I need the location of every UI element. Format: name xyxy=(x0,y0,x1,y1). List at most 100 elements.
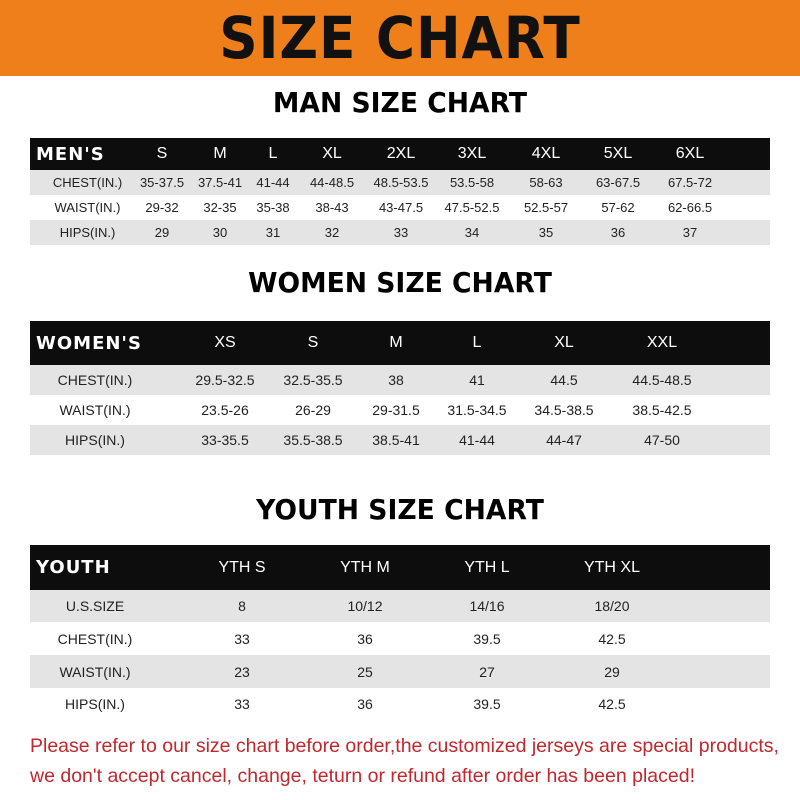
table-cell: 37.5-41 xyxy=(197,175,243,190)
table-cell: 36 xyxy=(610,225,626,240)
header-label: WOMEN'S xyxy=(36,332,142,354)
row-label: WAIST(IN.) xyxy=(54,200,121,215)
size-column-header: L xyxy=(472,334,482,351)
table-cell: 35 xyxy=(538,225,554,240)
table-cell: 32 xyxy=(324,225,340,240)
table-header-row: MEN'S S M L XL 2XL 3XL 4XL 5XL 6XL xyxy=(30,138,770,170)
row-label: CHEST(IN.) xyxy=(57,372,133,388)
table-cell: 41 xyxy=(469,372,485,388)
size-column-header: 3XL xyxy=(457,145,487,162)
row-label: CHEST(IN.) xyxy=(57,630,133,647)
table-row: HIPS(IN.) 33 36 39.5 42.5 xyxy=(30,688,770,720)
size-column-header: S xyxy=(156,145,168,162)
row-label: WAIST(IN.) xyxy=(59,663,131,680)
table-cell: 41-44 xyxy=(256,175,290,190)
table-cell: 31.5-34.5 xyxy=(447,402,507,418)
table-cell: 29 xyxy=(604,663,620,680)
table-cell: 8 xyxy=(238,598,246,614)
table-row: CHEST(IN.) 33 36 39.5 42.5 xyxy=(30,622,770,655)
table-cell: 34.5-38.5 xyxy=(534,402,594,418)
table-cell: 35-37.5 xyxy=(139,175,185,190)
table-cell: 33 xyxy=(393,225,409,240)
table-cell: 29.5-32.5 xyxy=(195,372,255,388)
table-row: CHEST(IN.) 35-37.5 37.5-41 41-44 44-48.5 48.5… xyxy=(30,170,770,195)
table-cell: 29-31.5 xyxy=(372,402,420,418)
table-cell: 23.5-26 xyxy=(201,402,249,418)
table-cell: 47.5-52.5 xyxy=(444,200,500,215)
table-row: WAIST(IN.) 29-32 32-35 35-38 38-43 43-47.5 47.… xyxy=(30,195,770,220)
youth-size-table: YOUTH YTH S YTH M YTH L YTH XL U.S.SIZE 8 10/12… xyxy=(30,545,770,720)
table-cell: 36 xyxy=(357,630,373,647)
table-row: HIPS(IN.) 33-35.5 35.5-38.5 38.5-41 41-44 44-… xyxy=(30,425,770,455)
notice-line-1: Please refer to our size chart before or… xyxy=(30,735,779,757)
table-cell: 37 xyxy=(682,225,698,240)
table-cell: 33 xyxy=(234,696,250,712)
row-label: CHEST(IN.) xyxy=(52,175,123,190)
table-cell: 44.5-48.5 xyxy=(632,372,692,388)
table-cell: 30 xyxy=(212,225,228,240)
table-cell: 38-43 xyxy=(315,200,349,215)
table-cell: 18/20 xyxy=(594,598,630,614)
size-column-header: XL xyxy=(322,145,342,162)
women-size-table: WOMEN'S XS S M L XL XXL CHEST(IN.) 29.5-32.5 32.5… xyxy=(30,321,770,455)
size-column-header: XS xyxy=(214,334,236,351)
table-cell: 38 xyxy=(388,372,404,388)
size-column-header: XL xyxy=(554,334,574,351)
size-column-header: S xyxy=(307,334,319,351)
table-row: WAIST(IN.) 23 25 27 29 xyxy=(30,655,770,688)
table-cell: 67.5-72 xyxy=(667,175,713,190)
size-column-header: 2XL xyxy=(386,145,416,162)
table-cell: 44-48.5 xyxy=(309,175,355,190)
table-cell: 35.5-38.5 xyxy=(283,432,343,448)
table-cell: 32-35 xyxy=(203,200,237,215)
row-label: HIPS(IN.) xyxy=(65,696,125,712)
table-cell: 34 xyxy=(464,225,480,240)
table-cell: 33 xyxy=(234,630,250,647)
page-title: SIZE CHART xyxy=(219,4,581,72)
table-cell: 14/16 xyxy=(469,598,505,614)
table-cell: 52.5-57 xyxy=(523,200,569,215)
men-section-title: MAN SIZE CHART xyxy=(272,86,528,119)
size-column-header: M xyxy=(213,145,227,162)
title-banner xyxy=(0,0,800,76)
table-cell: 31 xyxy=(265,225,281,240)
table-cell: 36 xyxy=(357,696,373,712)
table-cell: 62-66.5 xyxy=(667,200,713,215)
table-cell: 42.5 xyxy=(598,696,626,712)
table-cell: 26-29 xyxy=(295,402,331,418)
row-label: WAIST(IN.) xyxy=(59,402,131,418)
table-cell: 33-35.5 xyxy=(201,432,249,448)
size-column-header: YTH M xyxy=(340,558,390,576)
header-label: YOUTH xyxy=(36,557,111,578)
size-column-header: 6XL xyxy=(675,145,705,162)
table-cell: 53.5-58 xyxy=(449,175,495,190)
table-cell: 39.5 xyxy=(473,630,501,647)
table-cell: 63-67.5 xyxy=(595,175,641,190)
table-cell: 29-32 xyxy=(145,200,179,215)
table-cell: 41-44 xyxy=(459,432,495,448)
table-cell: 10/12 xyxy=(347,598,383,614)
table-cell: 38.5-42.5 xyxy=(632,402,692,418)
table-cell: 44.5 xyxy=(550,372,578,388)
notice-line-2: we don't accept cancel, change, teturn o… xyxy=(30,765,695,787)
table-header-row: YOUTH YTH S YTH M YTH L YTH XL xyxy=(30,545,770,590)
size-column-header: 5XL xyxy=(603,145,633,162)
table-cell: 32.5-35.5 xyxy=(283,372,343,388)
table-cell: 58-63 xyxy=(529,175,563,190)
table-row: CHEST(IN.) 29.5-32.5 32.5-35.5 38 41 44.5 44.5… xyxy=(30,365,770,395)
size-column-header: YTH L xyxy=(464,558,510,576)
table-cell: 23 xyxy=(234,663,250,680)
size-column-header: 4XL xyxy=(531,145,561,162)
size-column-header: YTH S xyxy=(218,558,266,576)
row-label: HIPS(IN.) xyxy=(59,225,116,240)
table-cell: 42.5 xyxy=(598,630,626,647)
table-header-row: WOMEN'S XS S M L XL XXL xyxy=(30,321,770,365)
size-column-header: L xyxy=(268,145,278,162)
table-cell: 38.5-41 xyxy=(372,432,420,448)
row-label: U.S.SIZE xyxy=(65,598,125,614)
table-cell: 48.5-53.5 xyxy=(373,175,429,190)
table-row: U.S.SIZE 8 10/12 14/16 18/20 xyxy=(30,590,770,622)
women-section-title: WOMEN SIZE CHART xyxy=(248,266,552,299)
table-row: WAIST(IN.) 23.5-26 26-29 29-31.5 31.5-34.5 34… xyxy=(30,395,770,425)
